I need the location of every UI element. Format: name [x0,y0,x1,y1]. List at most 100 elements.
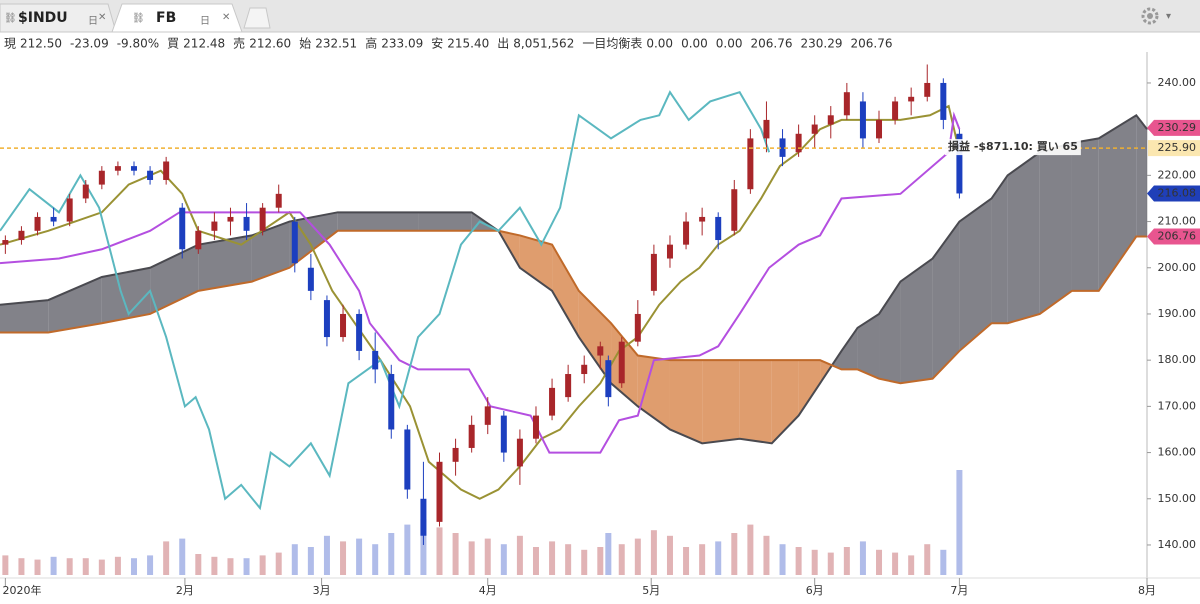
tab[interactable]: ⛓ FB 日 ✕ [111,3,243,33]
candle-body [549,387,556,416]
x-tick-label: 2月 [176,584,194,597]
cloud-fill [841,327,858,370]
span-b-line [0,113,1148,445]
indicator-line [0,111,961,454]
y-tick-label: 170.00 [1158,399,1197,412]
volume-bar [323,535,330,575]
x-tick-label: 2020年 [3,583,42,597]
candle-body [50,216,57,222]
x-tick-label: 3月 [313,584,331,597]
volume-bar [605,533,612,575]
quote-value: 212.50 [20,37,62,51]
new-tab[interactable] [243,7,271,29]
volume-bar [597,547,604,575]
volume-bar [747,524,754,575]
x-tick-label: 4月 [479,584,497,597]
candle-body [634,313,641,342]
volume-bar [404,524,411,575]
volume-bar [179,538,186,575]
cloud-fill [519,235,553,291]
position-badge-label: 225.90 [1158,141,1197,154]
position-badge [1148,140,1200,157]
volume-bar [243,558,250,575]
cloud-fill [932,221,960,379]
volume-bar [859,541,866,575]
candle-body [82,184,89,199]
cloud-fill [418,212,472,231]
volume-bar [66,558,73,575]
candle-body [388,374,395,430]
price-badge-label: 206.76 [1158,230,1197,243]
candle-body [34,216,41,231]
volume-bar [956,470,963,575]
candle-body [940,82,947,120]
candle-body [859,101,866,139]
candle-body [468,424,475,448]
candle-body [195,230,202,250]
candle-body [747,138,754,190]
volume-bar [420,519,427,575]
volume-bar [908,555,915,575]
y-tick-label: 240.00 [1158,76,1197,89]
candle-body [843,92,850,116]
cloud-fill [251,221,290,282]
indicator-line [0,90,771,511]
candle-body [597,346,604,356]
x-tick-label: 7月 [950,584,968,597]
candle-body [605,360,612,398]
candle-body [291,221,298,264]
volume-bar [811,549,818,575]
cloud-fill [739,360,772,444]
cloud-fill [337,212,419,231]
volume-bar [795,547,802,575]
volume-bar [291,544,298,575]
tab-close[interactable]: ✕ [222,12,230,23]
volume-bar [130,558,137,575]
candle-body [715,216,722,241]
cloud-fill [1071,138,1099,291]
volume-bar [892,552,899,575]
quote-value: 232.51 [315,37,357,51]
candle-body [666,244,673,259]
candle-body [811,124,818,134]
candle-body [243,216,250,231]
candle-body [259,207,266,231]
cloud-fill [289,212,338,268]
y-tick-label: 180.00 [1158,353,1197,366]
volume-bar [468,541,475,575]
candle-body [876,119,883,139]
volume-bar [634,538,641,575]
candle-body [683,221,690,245]
candle-body [307,267,314,291]
candle-body [827,115,834,125]
cloud-fill [702,360,740,444]
volume-bar [275,552,282,575]
link-icon: ⛓ [4,12,17,24]
volume-bar [340,541,347,575]
volume-bar [98,559,105,575]
settings-icon[interactable]: ▾ [1141,7,1171,25]
cloud-fill [1007,152,1040,324]
volume-bar [211,556,218,575]
tab[interactable]: ⛓ $INDU 日 ✕ [0,3,117,33]
tab-close[interactable]: ✕ [98,12,106,23]
cloud-fill [959,198,992,351]
cloud-fill [150,244,199,314]
volume-bar [163,541,170,575]
indicator-value: 0.00 [716,37,743,51]
link-icon: ⛓ [132,12,145,24]
volume-bar [307,547,314,575]
chart: 140.00 150.00 160.00 170.00 180.00 190.00 200.… [0,52,1200,597]
candle-body [275,193,282,208]
candle-body [892,101,899,120]
candle-body [340,313,347,338]
cloud-fill [578,290,612,384]
x-tick-label: 6月 [806,584,824,597]
candle-body [763,119,770,139]
volume-bar [388,533,395,575]
volume-bar [516,535,523,575]
volume-bar [731,533,738,575]
volume-bar [195,554,202,575]
candle-body [114,166,121,171]
candle-body [924,82,931,97]
